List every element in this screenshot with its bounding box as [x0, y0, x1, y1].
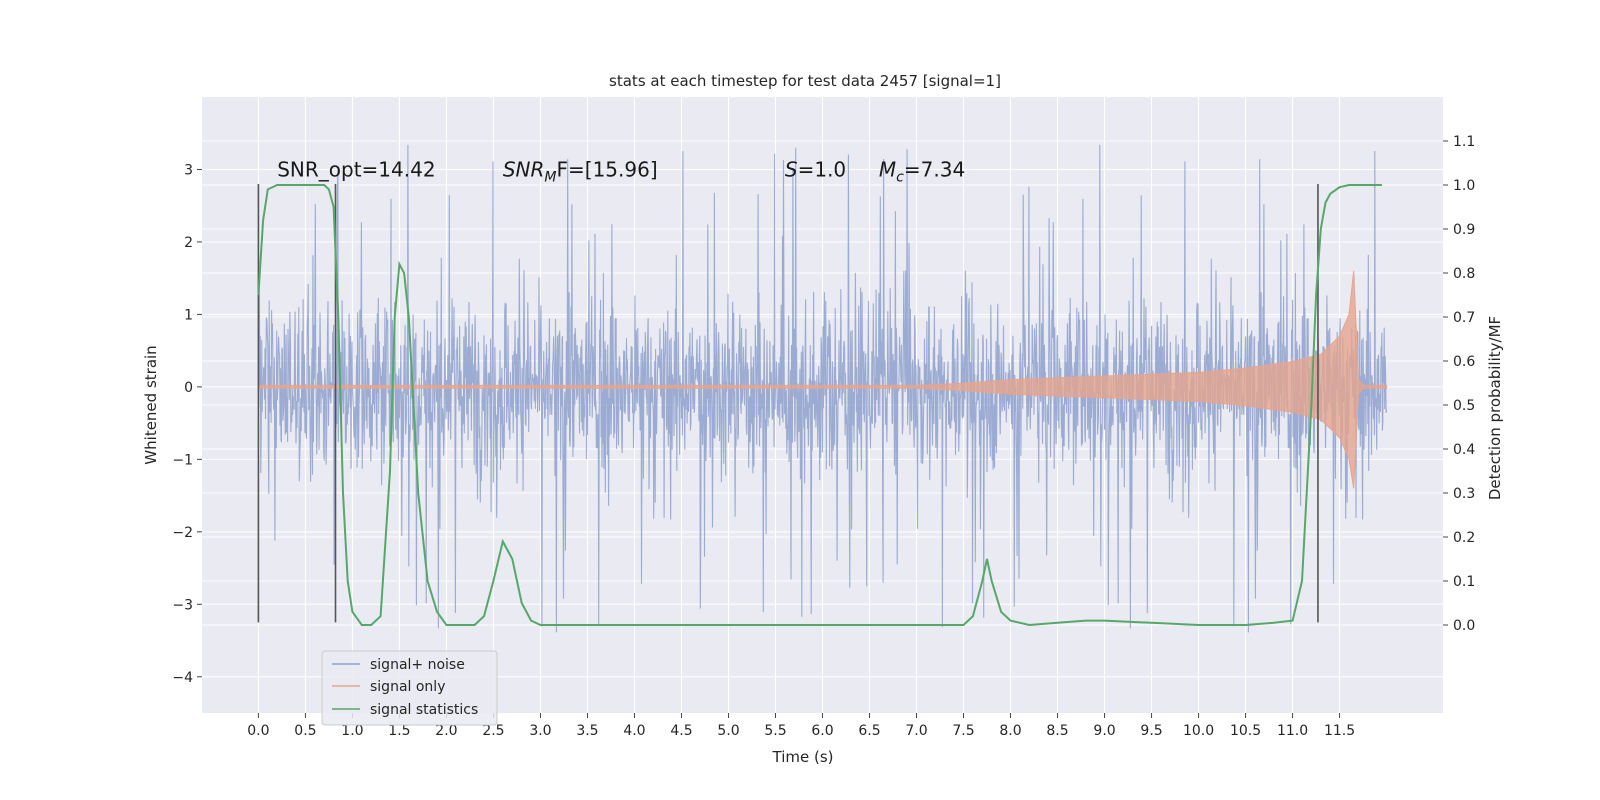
x-tick-label: 9.5 — [1140, 723, 1162, 739]
series-signal-noise — [257, 144, 1388, 633]
y2-tick-label: 0.2 — [1453, 530, 1475, 546]
y2-tick-label: 0.1 — [1453, 574, 1475, 590]
x-tick-label: 4.0 — [623, 723, 645, 739]
x-tick-label: 2.5 — [482, 723, 504, 739]
x-tick-label: 5.0 — [717, 723, 739, 739]
x-tick-label: 9.0 — [1093, 723, 1115, 739]
x-tick-label: 0.0 — [247, 723, 269, 739]
legend-label-signal-only: signal only — [370, 679, 445, 695]
y2-tick-label: 0.7 — [1453, 310, 1475, 326]
y2-tick-label: 1.0 — [1453, 178, 1475, 194]
annotation-1: SNRMF=[15.96] — [503, 157, 658, 185]
annotations: SNR_opt=14.42 SNRMF=[15.96] S=1.0 Mc=7.34 — [277, 157, 965, 185]
y2-tick-label: 0.5 — [1453, 398, 1475, 414]
annotation-2: S=1.0 — [785, 157, 846, 181]
x-tick-label: 1.0 — [341, 723, 363, 739]
x-axis-label: Time (s) — [772, 748, 834, 766]
legend: signal+ noise signal only signal statist… — [321, 650, 498, 726]
y2-tick-label: 1.1 — [1453, 134, 1475, 150]
y-tick-label: 3 — [184, 162, 193, 178]
y2-tick-label: 0.4 — [1453, 442, 1475, 458]
x-tick-label: 10.5 — [1230, 723, 1261, 739]
y-axis-ticks: −4 −3 −2 −1 0 1 2 3 — [172, 162, 202, 686]
x-tick-label: 8.5 — [1046, 723, 1068, 739]
x-tick-label: 10.0 — [1183, 723, 1214, 739]
x-axis-ticks: 0.0 0.5 1.0 1.5 2.0 2.5 3.0 3.5 4.0 4.5 5.0 5.5 6.0 6… — [247, 713, 1355, 739]
x-tick-label: 3.0 — [529, 723, 551, 739]
x-tick-label: 6.0 — [811, 723, 833, 739]
y-tick-label: −2 — [172, 525, 193, 541]
y-axis-label: Whitened strain — [142, 345, 160, 464]
y-tick-label: −1 — [172, 452, 193, 468]
x-tick-label: 7.5 — [952, 723, 974, 739]
y2-axis-ticks: 0.0 0.1 0.2 0.3 0.4 0.5 0.6 0.7 0.8 0.9 1.0 1.1 — [1443, 134, 1475, 634]
annotation-3: Mc=7.34 — [879, 157, 965, 185]
y-tick-label: 0 — [184, 380, 193, 396]
y-tick-label: −4 — [172, 670, 193, 686]
x-tick-label: 4.5 — [670, 723, 692, 739]
y2-tick-label: 0.9 — [1453, 222, 1475, 238]
x-tick-label: 6.5 — [858, 723, 880, 739]
x-tick-label: 11.5 — [1324, 723, 1355, 739]
legend-label-signal-noise: signal+ noise — [370, 657, 465, 673]
area-signal-only — [257, 270, 1388, 489]
y2-tick-label: 0.8 — [1453, 266, 1475, 282]
x-tick-label: 2.0 — [435, 723, 457, 739]
x-tick-label: 1.5 — [388, 723, 410, 739]
x-tick-label: 5.5 — [764, 723, 786, 739]
x-tick-label: 3.5 — [576, 723, 598, 739]
x-tick-label: 8.0 — [999, 723, 1021, 739]
y2-axis-label: Detection probability/MF — [1486, 316, 1504, 500]
legend-box — [321, 650, 498, 726]
x-tick-label: 7.0 — [905, 723, 927, 739]
y-tick-label: 1 — [184, 307, 193, 323]
chart-title: stats at each timestep for test data 245… — [609, 72, 1001, 90]
y2-tick-label: 0.3 — [1453, 486, 1475, 502]
annotation-0: SNR_opt=14.42 — [277, 157, 435, 181]
series-signal-only — [257, 270, 1388, 489]
legend-label-signal-statistics: signal statistics — [370, 702, 478, 718]
y-tick-label: 2 — [184, 235, 193, 251]
y2-tick-label: 0.0 — [1453, 618, 1475, 634]
line-signal-noise — [257, 144, 1388, 633]
series-signal-statistics — [257, 184, 1382, 627]
x-tick-label: 11.0 — [1277, 723, 1308, 739]
x-tick-label: 0.5 — [294, 723, 316, 739]
y2-tick-label: 0.6 — [1453, 354, 1475, 370]
y-tick-label: −3 — [172, 597, 193, 613]
line-signal-statistics — [257, 184, 1382, 627]
